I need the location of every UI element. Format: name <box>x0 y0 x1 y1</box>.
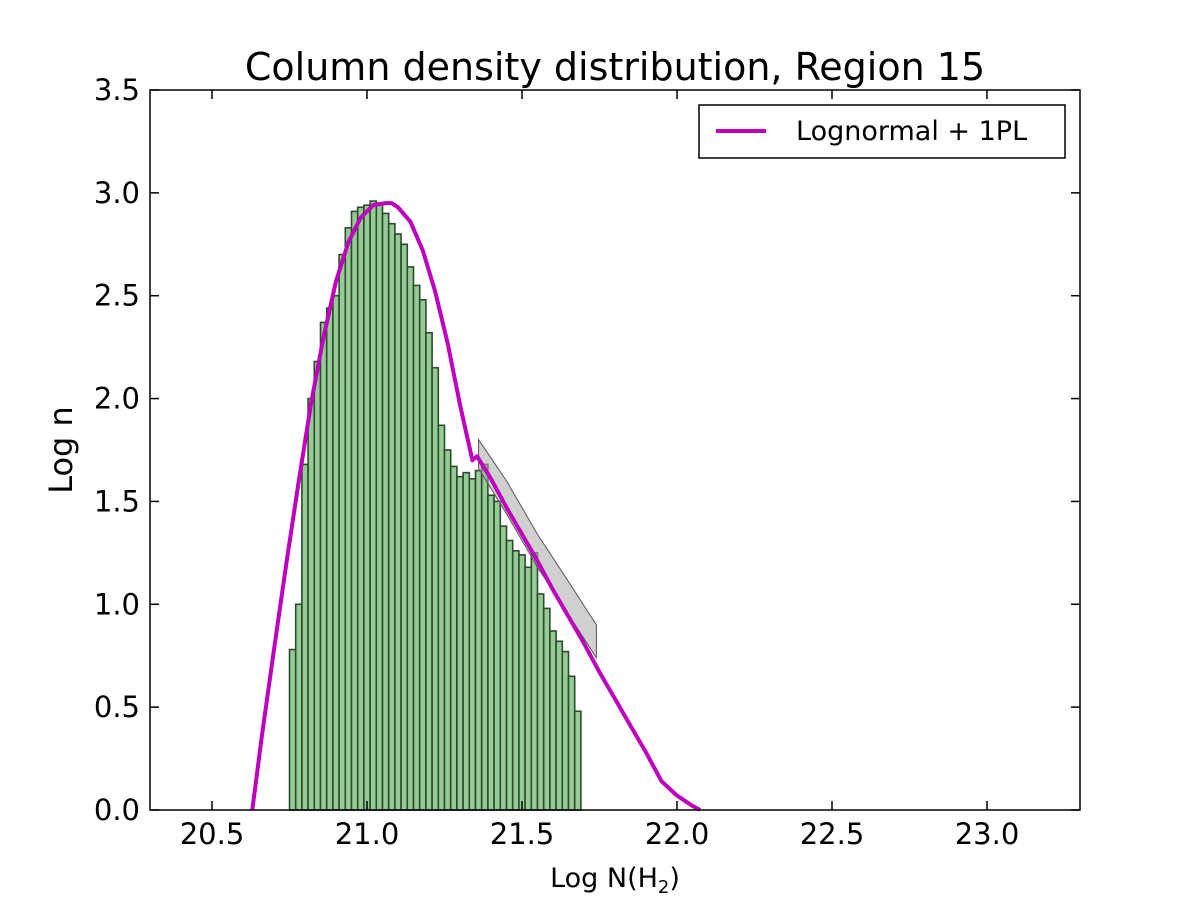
legend: Lognormal + 1PL <box>698 104 1066 159</box>
histogram-bar <box>449 465 458 811</box>
histogram-bar <box>418 299 427 811</box>
chart-title: Column density distribution, Region 15 <box>245 45 985 89</box>
x-tick-label: 21.0 <box>335 817 400 851</box>
histogram-bar <box>350 210 359 811</box>
y-tick-label: 3.0 <box>94 176 140 210</box>
histogram-bar <box>487 494 495 811</box>
x-axis: 20.5 21.0 21.5 22.0 22.5 23.0 <box>180 90 1020 851</box>
y-axis-label: Log n <box>42 406 80 494</box>
histogram-bar <box>468 477 477 811</box>
histogram-bar <box>294 603 303 811</box>
histogram-bar <box>524 566 533 811</box>
histogram-bar <box>325 307 334 811</box>
x-tick-label: 22.0 <box>645 817 710 851</box>
histogram-bar <box>381 212 390 811</box>
y-tick-label: 2.5 <box>94 279 140 313</box>
x-tick-label: 21.5 <box>490 817 555 851</box>
histogram-bar <box>474 469 483 811</box>
y-tick-label: 1.5 <box>94 484 140 518</box>
histogram-bar <box>363 204 371 811</box>
histogram-bar <box>307 397 316 811</box>
x-tick-label: 22.5 <box>800 817 865 851</box>
histogram-bar <box>332 294 340 811</box>
x-axis-label: Log N(H2) <box>550 863 680 898</box>
histogram-bar <box>480 463 489 811</box>
y-axis: 0.0 0.5 1.0 1.5 2.0 2.5 3.0 3.5 <box>94 73 1080 827</box>
x-tick-label: 20.5 <box>180 817 245 851</box>
histogram-bar <box>425 331 433 811</box>
histogram-bar <box>338 253 347 811</box>
histogram-bar <box>443 449 452 811</box>
histogram-bar <box>499 525 508 811</box>
histogram-bar <box>344 227 353 811</box>
histogram-bar <box>319 321 328 811</box>
y-tick-label: 0.5 <box>94 690 140 724</box>
x-axis-label-main: Log N(H <box>550 863 658 894</box>
x-tick-label: 23.0 <box>955 817 1020 851</box>
histogram-bar <box>518 554 526 811</box>
histogram-bar <box>549 630 557 811</box>
histogram-bar <box>542 607 551 811</box>
histogram-bar <box>313 360 322 811</box>
histogram-bar <box>437 424 446 811</box>
y-tick-label: 3.5 <box>94 73 140 107</box>
histogram-bar <box>356 206 365 811</box>
plot-frame <box>149 89 1081 811</box>
y-tick-label: 1.0 <box>94 587 140 621</box>
x-axis-label-end: ) <box>669 863 680 894</box>
y-tick-label: 2.0 <box>94 382 140 416</box>
histogram-bar <box>288 648 297 811</box>
histogram-bar <box>400 243 409 811</box>
histogram-bar <box>505 539 514 811</box>
histogram-bar <box>493 500 502 811</box>
histogram-bar <box>375 202 384 811</box>
histogram-bar <box>406 266 415 811</box>
histogram-bar <box>536 593 545 811</box>
histogram-bar <box>462 471 471 811</box>
histogram-bar <box>530 552 539 811</box>
histogram-bar <box>511 549 520 811</box>
histogram-bar <box>387 222 396 811</box>
histogram-bar <box>555 640 564 811</box>
histogram-bar <box>369 200 378 811</box>
histogram-bar <box>567 675 576 811</box>
histogram-bar <box>573 710 582 811</box>
histogram-bar <box>456 475 464 811</box>
legend-label: Lognormal + 1PL <box>796 116 1027 147</box>
histogram-bar <box>412 284 421 811</box>
y-tick-label: 0.0 <box>94 793 140 827</box>
histogram-bar <box>301 463 309 811</box>
histogram-bar <box>561 650 570 811</box>
x-axis-label-subscript: 2 <box>658 877 669 898</box>
histogram-bar <box>431 366 440 811</box>
fit-line-lognormal-1pl <box>250 201 702 812</box>
histogram-bar <box>394 233 402 811</box>
uncertainty-band <box>478 438 597 660</box>
